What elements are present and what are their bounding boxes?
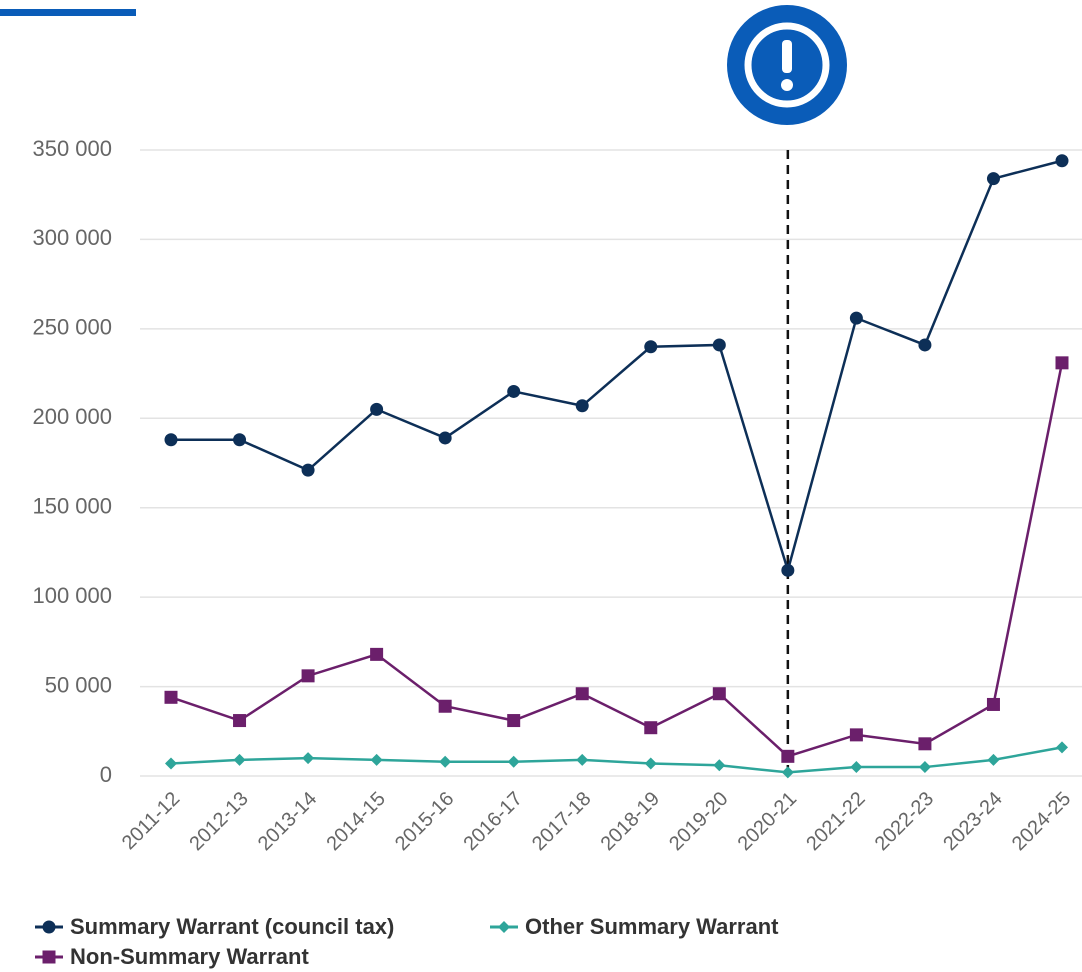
x-tick-label: 2017-18 xyxy=(528,788,595,855)
alert-icon xyxy=(727,5,847,125)
point xyxy=(370,753,383,766)
y-tick-label: 100 000 xyxy=(32,583,112,608)
point xyxy=(781,749,795,763)
legend-label: Summary Warrant (council tax) xyxy=(70,914,394,939)
x-tick-label: 2016-17 xyxy=(459,788,526,855)
point xyxy=(713,759,726,772)
x-tick-label: 2012-13 xyxy=(185,788,252,855)
point xyxy=(918,761,931,774)
point xyxy=(233,753,246,766)
point xyxy=(233,433,247,447)
y-tick-label: 0 xyxy=(100,762,112,787)
point xyxy=(164,433,178,447)
point xyxy=(849,728,863,742)
point xyxy=(644,721,658,735)
x-tick-label: 2020-21 xyxy=(734,788,801,855)
point xyxy=(918,737,932,751)
point xyxy=(438,431,452,445)
x-tick-label: 2013-14 xyxy=(254,788,321,855)
y-tick-label: 250 000 xyxy=(32,315,112,340)
x-tick-label: 2022-23 xyxy=(871,788,938,855)
point xyxy=(164,690,178,704)
point xyxy=(507,714,521,728)
series-line xyxy=(171,159,1063,575)
point xyxy=(849,311,863,325)
x-tick-label: 2015-16 xyxy=(391,788,458,855)
point xyxy=(575,687,589,701)
point xyxy=(1056,741,1068,754)
point xyxy=(781,563,795,577)
point xyxy=(850,761,863,774)
point xyxy=(302,752,315,765)
x-tick-label: 2024-25 xyxy=(1008,788,1075,855)
point xyxy=(644,340,658,354)
y-tick-label: 200 000 xyxy=(32,404,112,429)
y-tick-label: 350 000 xyxy=(32,136,112,161)
y-tick-label: 50 000 xyxy=(45,672,112,697)
point xyxy=(438,699,452,713)
point xyxy=(301,669,315,683)
x-tick-label: 2014-15 xyxy=(322,788,389,855)
point xyxy=(1055,154,1069,168)
x-tick-label: 2018-19 xyxy=(597,788,664,855)
y-tick-label: 300 000 xyxy=(32,225,112,250)
point xyxy=(987,753,1000,766)
series xyxy=(164,356,1069,763)
point xyxy=(507,384,521,398)
point xyxy=(233,714,247,728)
point xyxy=(370,402,384,416)
point xyxy=(165,757,177,770)
point xyxy=(507,755,520,768)
series xyxy=(164,154,1069,577)
legend-marker xyxy=(42,920,56,934)
y-tick-label: 150 000 xyxy=(32,494,112,519)
point xyxy=(370,647,384,661)
point xyxy=(986,172,1000,186)
legend-label: Other Summary Warrant xyxy=(525,914,779,939)
point xyxy=(576,753,589,766)
point xyxy=(712,687,726,701)
point xyxy=(301,463,315,477)
point xyxy=(644,757,657,770)
point xyxy=(439,755,452,768)
series xyxy=(165,741,1068,779)
point xyxy=(781,766,794,779)
x-tick-label: 2019-20 xyxy=(665,788,732,855)
accent-bar xyxy=(0,9,136,16)
point xyxy=(1055,356,1069,370)
series-line xyxy=(170,362,1064,758)
point xyxy=(918,338,932,352)
legend-marker xyxy=(42,950,56,964)
x-tick-label: 2023-24 xyxy=(939,788,1006,855)
x-tick-label: 2011-12 xyxy=(118,788,184,854)
legend-label: Non-Summary Warrant xyxy=(70,944,309,969)
series-line xyxy=(170,746,1063,774)
point xyxy=(986,697,1000,711)
point xyxy=(575,399,589,413)
point xyxy=(712,338,726,352)
x-tick-label: 2021-22 xyxy=(802,788,869,855)
legend-marker xyxy=(498,921,510,933)
